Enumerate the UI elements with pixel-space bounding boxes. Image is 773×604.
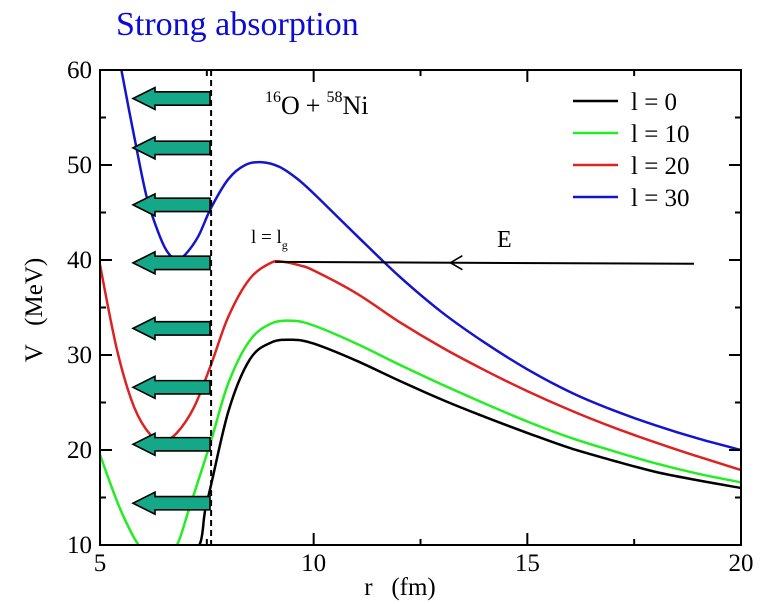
absorption-arrow-6 — [131, 432, 211, 457]
reaction-plus: + — [306, 91, 321, 120]
absorption-arrow-7 — [131, 490, 211, 516]
y-tick-label-0: 10 — [67, 532, 92, 559]
legend-label-0: l = 0 — [631, 89, 677, 116]
reaction-label: 16O +58Ni — [265, 89, 368, 120]
series-line-0 — [100, 338, 741, 545]
energy-label: E — [497, 227, 512, 253]
grazing-label-subscript: g — [282, 238, 288, 252]
y-tick-label-3: 40 — [67, 247, 92, 274]
x-tick-label-3: 20 — [729, 550, 754, 577]
energy-line — [275, 260, 694, 265]
legend-label-2: l = 20 — [631, 153, 690, 180]
series-line-1 — [100, 319, 741, 545]
absorption-arrow-3 — [131, 250, 211, 276]
absorption-arrow-0 — [131, 86, 211, 111]
y-tick-label-5: 60 — [67, 57, 92, 84]
axis-ticks — [99, 69, 742, 546]
x-tick-label-0: 5 — [94, 550, 107, 577]
x-tick-label-2: 15 — [515, 550, 540, 577]
chart-headline: Strong absorption — [116, 6, 359, 43]
grazing-label-main: l = l — [251, 227, 282, 248]
grazing-label: l = lg — [251, 227, 288, 252]
absorption-arrow-2 — [131, 192, 211, 218]
energy-arrowhead — [448, 255, 463, 271]
legend-label-3: l = 30 — [631, 185, 690, 212]
absorption-arrow-1 — [131, 135, 211, 161]
absorption-arrow-4 — [131, 316, 211, 341]
legend-label-1: l = 10 — [631, 121, 690, 148]
y-tick-label-1: 20 — [67, 437, 92, 464]
series-line-3 — [120, 70, 741, 452]
reaction-mass-a: 16 — [265, 89, 281, 106]
absorption-arrow-5 — [131, 375, 211, 400]
chart-legend: l = 0 l = 10 l = 20 l = 30 — [573, 89, 690, 212]
x-axis-label: r (fm) — [364, 574, 436, 601]
reaction-mass-b: 58 — [326, 89, 342, 106]
x-tick-label-1: 10 — [301, 550, 326, 577]
y-tick-label-4: 50 — [67, 152, 92, 179]
y-axis-label: V (MeV) — [21, 258, 48, 362]
reaction-nucleus-b: Ni — [342, 91, 368, 120]
reaction-nucleus-a: O — [281, 91, 300, 120]
chart-overlay — [131, 70, 694, 545]
y-tick-label-2: 30 — [67, 342, 92, 369]
